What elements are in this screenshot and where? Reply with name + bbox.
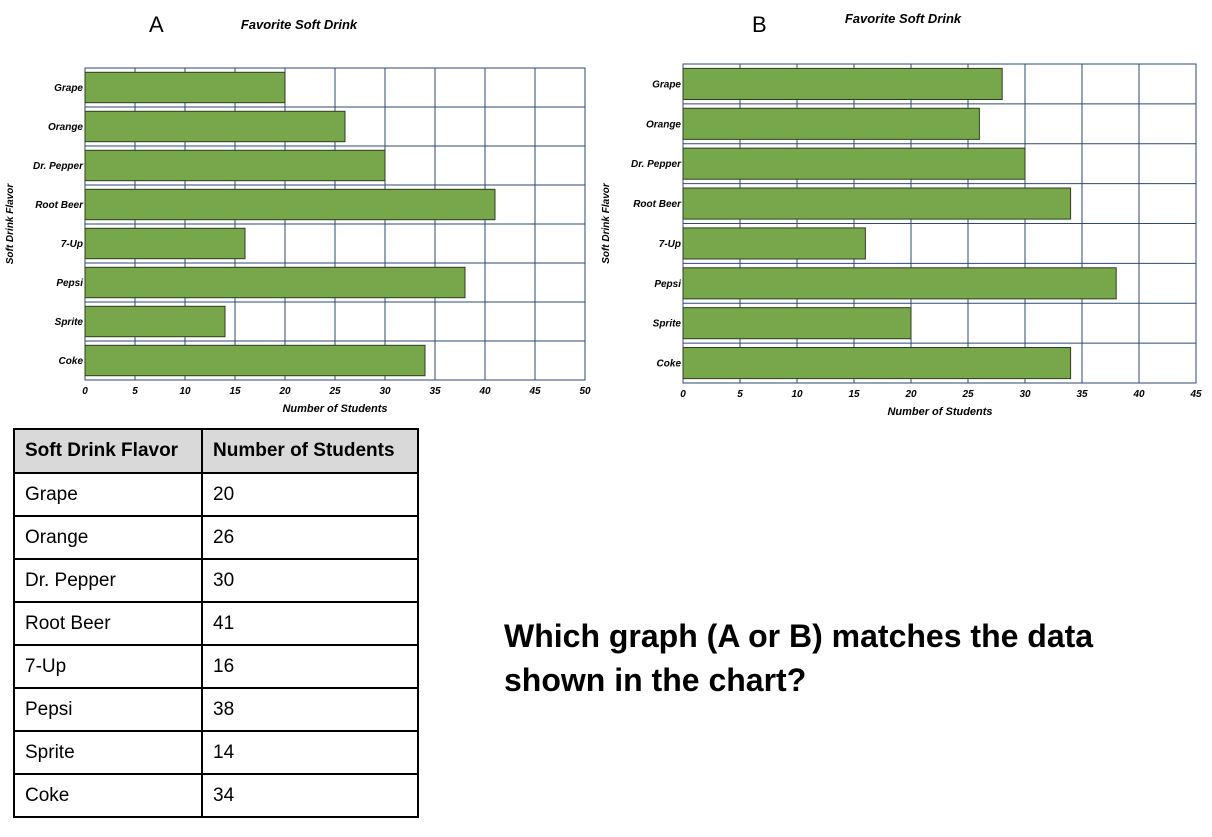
category-label: Orange [48,122,83,133]
category-label: 7-Up [659,239,681,250]
x-tick-label: 15 [848,389,860,400]
category-label: Grape [652,79,681,90]
bar-chart-b: Grape Orange Dr. Pepper Root Beer 7-Up Pepsi S… [601,11,1202,418]
table-cell-flavor: Coke [13,773,203,818]
table-row: Pepsi 38 [13,687,419,732]
x-tick-label: 35 [429,386,441,397]
table-row: Sprite 14 [13,730,419,775]
chart-title: Favorite Soft Drink [845,11,962,26]
x-tick-label: 5 [737,389,743,400]
bar-dr-pepper [84,149,386,182]
x-tick-label: 10 [179,386,191,397]
table-cell-flavor: Sprite [13,730,203,775]
x-tick-label: 25 [328,386,341,397]
plot-frame [682,63,1197,384]
category-label: Grape [54,83,83,94]
data-table: Soft Drink Flavor Number of Students Gra… [13,428,419,818]
bar-chart-a: Grape Orange Dr. Pepper Root Beer 7-Up Pepsi S… [5,17,591,415]
x-tick-label: 50 [579,386,591,397]
table-header-students: Number of Students [201,428,419,474]
x-axis-label: Number of Students [887,406,992,418]
bar-coke [682,347,1072,380]
bar-pepsi [84,266,466,299]
table-header-flavor: Soft Drink Flavor [13,428,203,474]
bar-root-beer [682,187,1072,220]
x-tick-label: 20 [278,386,291,397]
bar-coke [84,344,426,377]
bar-sprite [682,307,912,340]
table-row: Root Beer 41 [13,601,419,646]
bar-7-up [682,227,866,260]
category-label: Sprite [653,319,682,330]
y-axis-label: Soft Drink Flavor [5,183,16,265]
bar-orange [84,110,346,143]
x-tick-label: 30 [379,386,391,397]
y-axis-label: Soft Drink Flavor [601,182,612,264]
category-label: Pepsi [56,278,83,289]
bar-root-beer [84,188,496,221]
x-tick-label: 40 [478,386,491,397]
x-tick-label: 45 [528,386,541,397]
x-tick-label: 10 [791,389,803,400]
category-label: Dr. Pepper [631,159,682,170]
table-cell-count: 16 [201,644,419,689]
graph-a-letter: A [149,12,164,37]
x-tick-label: 25 [961,389,974,400]
table-cell-flavor: Pepsi [13,687,203,732]
table-row: Orange 26 [13,515,419,560]
table-cell-flavor: Orange [13,515,203,560]
table-row: Grape 20 [13,472,419,517]
x-tick-label: 0 [82,386,88,397]
bar-orange [682,107,980,140]
x-tick-label: 35 [1076,389,1088,400]
x-axis-label: Number of Students [282,403,387,415]
table-cell-count: 14 [201,730,419,775]
plot-frame [84,67,586,381]
table-cell-count: 20 [201,472,419,517]
category-label: Sprite [55,317,84,328]
table-cell-count: 26 [201,515,419,560]
x-tick-label: 0 [680,389,686,400]
table-cell-flavor: Grape [13,472,203,517]
table-cell-flavor: Dr. Pepper [13,558,203,603]
category-label: Pepsi [654,279,681,290]
x-tick-label: 15 [229,386,241,397]
table-row: Dr. Pepper 30 [13,558,419,603]
x-tick-label: 45 [1189,389,1202,400]
category-label: 7-Up [61,239,83,250]
x-tick-label: 5 [132,386,138,397]
category-label: Coke [657,359,682,370]
table-cell-flavor: 7-Up [13,644,203,689]
table-cell-count: 34 [201,773,419,818]
x-tick-label: 40 [1132,389,1145,400]
table-row: Coke 34 [13,773,419,818]
bar-grape [84,71,286,104]
table-cell-count: 38 [201,687,419,732]
graph-b-letter: B [752,12,767,37]
x-tick-label: 30 [1019,389,1031,400]
table-row: 7-Up 16 [13,644,419,689]
chart-title: Favorite Soft Drink [241,17,358,32]
table-header-row: Soft Drink Flavor Number of Students [13,428,419,474]
question-text: Which graph (A or B) matches the data sh… [504,618,1094,698]
category-label: Dr. Pepper [33,161,84,172]
bar-dr-pepper [682,147,1026,180]
category-label: Root Beer [35,200,84,211]
table-cell-flavor: Root Beer [13,601,203,646]
category-label: Orange [646,119,681,130]
table-cell-count: 30 [201,558,419,603]
category-label: Root Beer [633,199,682,210]
bar-sprite [84,305,226,338]
bar-7-up [84,227,246,260]
category-label: Coke [59,356,84,367]
bar-grape [682,67,1003,100]
bar-pepsi [682,267,1117,300]
table-cell-count: 41 [201,601,419,646]
x-tick-label: 20 [904,389,917,400]
